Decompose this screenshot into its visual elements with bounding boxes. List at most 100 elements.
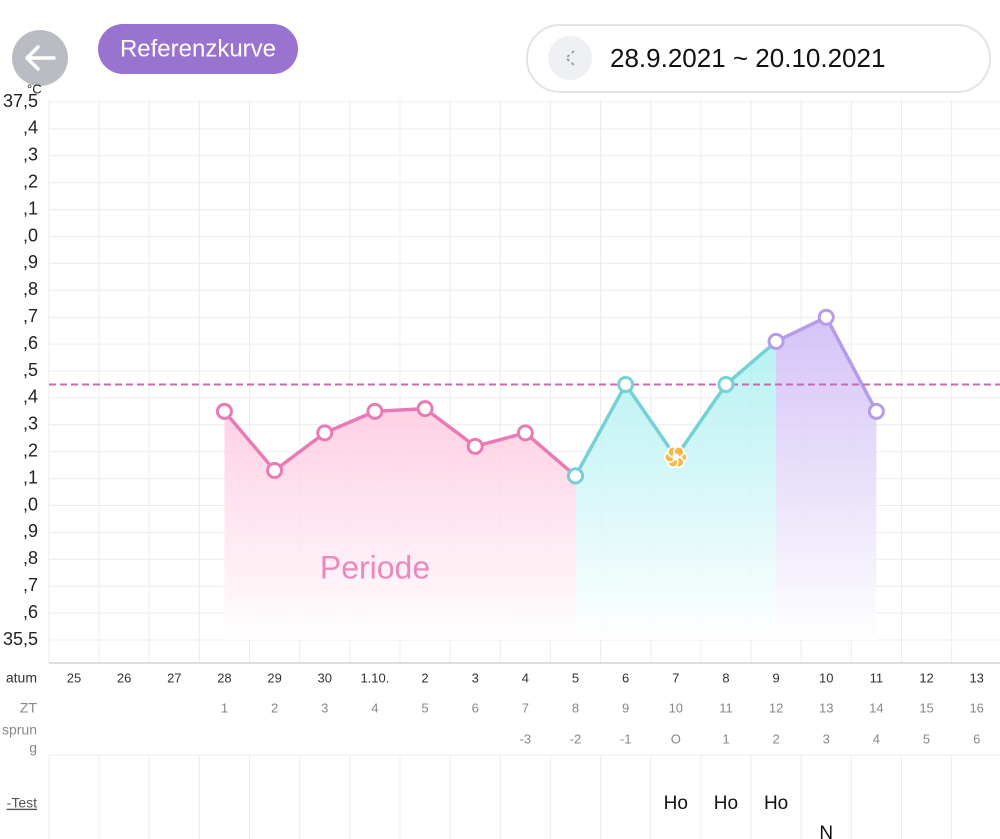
zt-cell: 14 — [869, 700, 883, 715]
y-tick-label: 35,5 — [3, 629, 38, 649]
y-tick-label: ,0 — [23, 494, 38, 514]
row-label[interactable]: -Test — [7, 795, 37, 811]
marker — [717, 375, 735, 393]
test-cell: Ho — [664, 793, 688, 814]
zt-cell: 8 — [572, 700, 579, 715]
date-range[interactable]: 28.9.2021 ~ 20.10.2021 — [610, 43, 885, 73]
x-tick-label: 13 — [969, 670, 983, 685]
annotation: Periode — [320, 549, 430, 585]
zt-cell: 2 — [271, 700, 278, 715]
x-tick-label: 2 — [421, 670, 428, 685]
test-cell: N — [819, 823, 833, 839]
x-tick-label: 12 — [919, 670, 933, 685]
x-tick-label: 5 — [572, 670, 579, 685]
zt-cell: 7 — [522, 700, 529, 715]
test-cell: Ho — [764, 793, 788, 814]
y-tick-label: ,4 — [23, 387, 38, 407]
special-marker — [664, 446, 688, 469]
line — [223, 406, 577, 478]
sprung-cell: 5 — [923, 731, 930, 746]
row-label: atum — [6, 670, 37, 686]
sprung-cell: 3 — [823, 731, 830, 746]
zt-cell: 5 — [421, 700, 428, 715]
marker — [416, 400, 434, 418]
y-tick-label: ,1 — [23, 198, 38, 218]
reference-label[interactable]: Referenzkurve — [120, 35, 276, 62]
x-tick-label: 30 — [318, 670, 332, 685]
x-tick-label: 28 — [217, 670, 231, 685]
x-tick-label: 10 — [819, 670, 833, 685]
sprung-cell: 6 — [973, 731, 980, 746]
x-tick-label: 4 — [522, 670, 529, 685]
back-button[interactable] — [12, 30, 68, 86]
y-tick-label: ,5 — [23, 360, 38, 380]
zt-cell: 15 — [919, 700, 933, 715]
y-tick-label: ,8 — [23, 279, 38, 299]
x-tick-label: 6 — [622, 670, 629, 685]
row-label: g — [29, 740, 37, 756]
area — [776, 317, 877, 640]
zt-cell: 1 — [221, 700, 228, 715]
x-tick-label: 26 — [117, 670, 131, 685]
x-tick-label: 27 — [167, 670, 181, 685]
y-unit: °C — [27, 81, 42, 96]
x-tick-label: 9 — [772, 670, 779, 685]
zt-cell: 12 — [769, 700, 783, 715]
plot — [49, 308, 1000, 640]
area — [224, 408, 576, 640]
y-tick-label: ,6 — [23, 602, 38, 622]
sprung-cell: O — [671, 731, 681, 746]
x-tick-label: 25 — [67, 670, 81, 685]
y-tick-label: 37,5 — [3, 91, 38, 111]
back-arrow — [25, 45, 56, 71]
y-tick-label: ,0 — [23, 225, 38, 245]
zt-cell: 6 — [472, 700, 479, 715]
marker — [567, 467, 584, 485]
test-cell: Ho — [714, 793, 738, 814]
x-tick-label: 11 — [870, 670, 884, 685]
sprung-cell: -2 — [570, 731, 582, 746]
sprung-cell: 4 — [873, 731, 880, 746]
x-tick-label: 29 — [267, 670, 281, 685]
date-range-box[interactable] — [526, 24, 991, 93]
sprung-cell: -1 — [620, 731, 632, 746]
y-tick-label: ,4 — [23, 118, 38, 138]
y-tick-label: ,1 — [23, 467, 38, 487]
marker — [867, 402, 885, 420]
y-tick-label: ,6 — [23, 333, 38, 353]
y-tick-label: ,9 — [23, 521, 38, 541]
y-tick-label: ,8 — [23, 548, 38, 568]
zt-cell: 13 — [819, 700, 833, 715]
y-tick-label: ,9 — [23, 252, 38, 272]
x-tick-label: 8 — [722, 670, 729, 685]
y-tick-label: ,7 — [23, 575, 38, 595]
marker — [316, 424, 334, 442]
marker — [466, 437, 484, 455]
reference-button[interactable] — [98, 24, 298, 74]
row-label: ZT — [20, 700, 38, 716]
y-tick-label: ,7 — [23, 306, 38, 326]
marker — [366, 402, 384, 420]
y-tick-label: ,3 — [23, 145, 38, 165]
marker — [215, 402, 233, 420]
x-tick-label: 7 — [672, 670, 679, 685]
row-label: sprun — [2, 722, 37, 738]
marker — [767, 332, 785, 350]
marker — [617, 375, 635, 393]
marker — [266, 462, 284, 480]
marker — [516, 424, 534, 442]
zt-cell: 9 — [622, 700, 629, 715]
zt-cell: 11 — [719, 700, 733, 715]
x-tick-label: 3 — [472, 670, 479, 685]
date-icon[interactable] — [548, 36, 592, 80]
sprung-cell: 2 — [772, 731, 779, 746]
sprung-cell: -3 — [520, 731, 532, 746]
y-tick-label: ,3 — [23, 414, 38, 434]
area — [575, 341, 777, 640]
sprung-cell: 1 — [722, 731, 729, 746]
zt-cell: 16 — [969, 700, 983, 715]
y-tick-label: ,2 — [23, 440, 38, 460]
x-tick-label: 1.10. — [360, 670, 389, 685]
